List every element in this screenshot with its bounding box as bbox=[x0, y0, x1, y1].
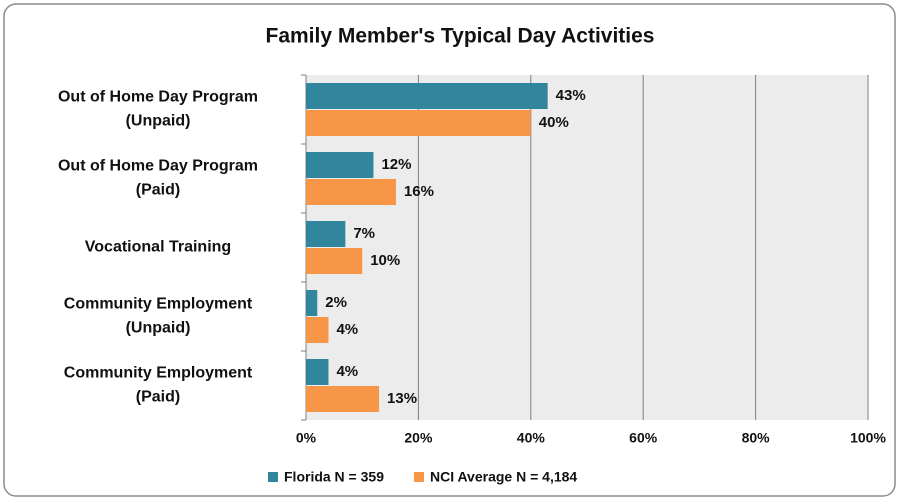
y-tick-label: Out of Home Day Program bbox=[58, 158, 258, 175]
y-tick-label: Community Employment bbox=[64, 296, 253, 313]
bar bbox=[306, 386, 380, 412]
x-tick-label: 100% bbox=[850, 430, 886, 446]
x-tick-label: 60% bbox=[629, 430, 658, 446]
bar bbox=[306, 110, 531, 136]
value-label: 13% bbox=[387, 390, 417, 407]
value-label: 40% bbox=[539, 114, 569, 131]
value-label: 16% bbox=[404, 183, 434, 200]
y-tick-label: Vocational Training bbox=[85, 239, 231, 256]
y-tick-label: (Paid) bbox=[136, 182, 180, 199]
value-label: 2% bbox=[325, 294, 347, 311]
bar bbox=[306, 359, 329, 385]
value-label: 4% bbox=[336, 363, 358, 380]
x-tick-label: 80% bbox=[742, 430, 771, 446]
x-tick-label: 40% bbox=[517, 430, 546, 446]
bar bbox=[306, 152, 374, 178]
legend-swatch bbox=[413, 472, 424, 482]
y-tick-label: Out of Home Day Program bbox=[58, 89, 258, 106]
bar bbox=[306, 317, 329, 343]
value-label: 12% bbox=[381, 156, 411, 173]
chart-title: Family Member's Typical Day Activities bbox=[266, 25, 655, 48]
y-tick-label: (Unpaid) bbox=[126, 113, 191, 130]
value-label: 10% bbox=[370, 252, 400, 269]
bar bbox=[306, 179, 396, 205]
value-label: 43% bbox=[556, 87, 586, 104]
y-tick-label: Community Employment bbox=[64, 365, 253, 382]
bar bbox=[306, 248, 363, 274]
y-tick-label: (Paid) bbox=[136, 389, 180, 406]
value-label: 4% bbox=[336, 321, 358, 338]
y-tick-label: (Unpaid) bbox=[126, 320, 191, 337]
bar bbox=[306, 221, 346, 247]
legend-swatch bbox=[268, 472, 278, 482]
bar bbox=[306, 83, 548, 109]
x-tick-label: 20% bbox=[404, 430, 433, 446]
legend-label: NCI Average N = 4,184 bbox=[430, 469, 577, 485]
value-label: 7% bbox=[353, 225, 375, 242]
bar bbox=[306, 290, 318, 316]
legend-label: Florida N = 359 bbox=[284, 469, 384, 485]
x-tick-label: 0% bbox=[296, 430, 317, 446]
